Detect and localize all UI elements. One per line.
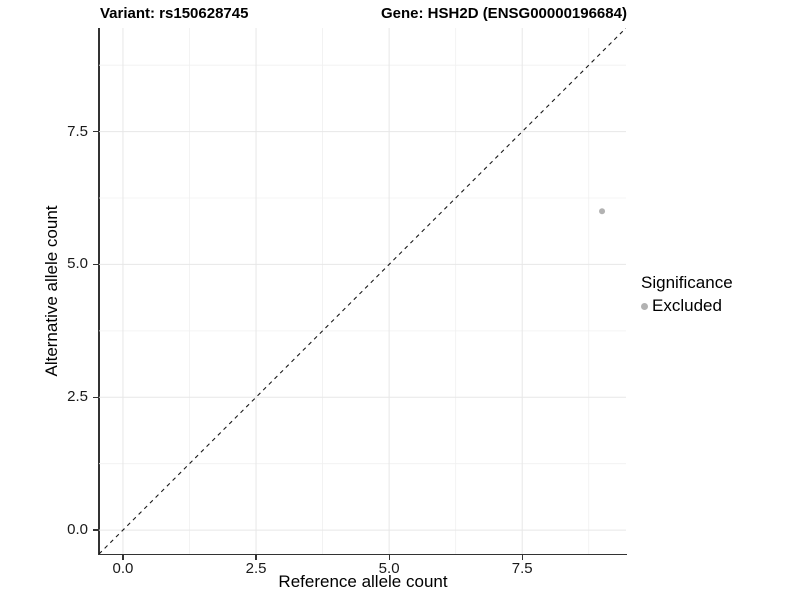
y-tick-mark [93, 263, 98, 266]
y-tick-label: 2.5 [67, 388, 88, 406]
legend-key-dot [641, 302, 648, 310]
x-tick-mark [521, 555, 523, 561]
x-tick-label: 5.0 [378, 560, 400, 577]
x-tick-mark [122, 555, 124, 561]
data-point [599, 208, 606, 215]
y-tick-mark [93, 529, 98, 531]
y-axis-title: Alternative allele count [42, 205, 61, 377]
x-tick-mark [255, 555, 257, 561]
x-axis-title: Reference allele count [278, 572, 448, 591]
legend-entry-excluded: Excluded [641, 296, 733, 316]
legend-title: Significance [641, 273, 733, 292]
plot-panel [99, 28, 626, 554]
y-tick-label: 5.0 [67, 255, 88, 273]
y-tick-label: 7.5 [67, 122, 88, 140]
x-tick-mark [388, 555, 390, 561]
legend-entry-label: Excluded [652, 296, 722, 315]
gene-title: Gene: HSH2D (ENSG00000196684) [381, 5, 627, 22]
x-tick-label: 7.5 [511, 560, 533, 577]
y-axis-line [98, 28, 100, 556]
variant-title: Variant: rs150628745 [100, 5, 249, 22]
legend: Significance Excluded [641, 273, 733, 316]
y-tick-mark [93, 131, 98, 133]
y-tick-label: 0.0 [67, 521, 88, 539]
x-axis-line [98, 554, 627, 556]
x-tick-label: 2.5 [245, 560, 267, 577]
identity-line [99, 28, 626, 554]
x-tick-label: 0.0 [112, 560, 134, 577]
y-tick-mark [93, 396, 98, 398]
